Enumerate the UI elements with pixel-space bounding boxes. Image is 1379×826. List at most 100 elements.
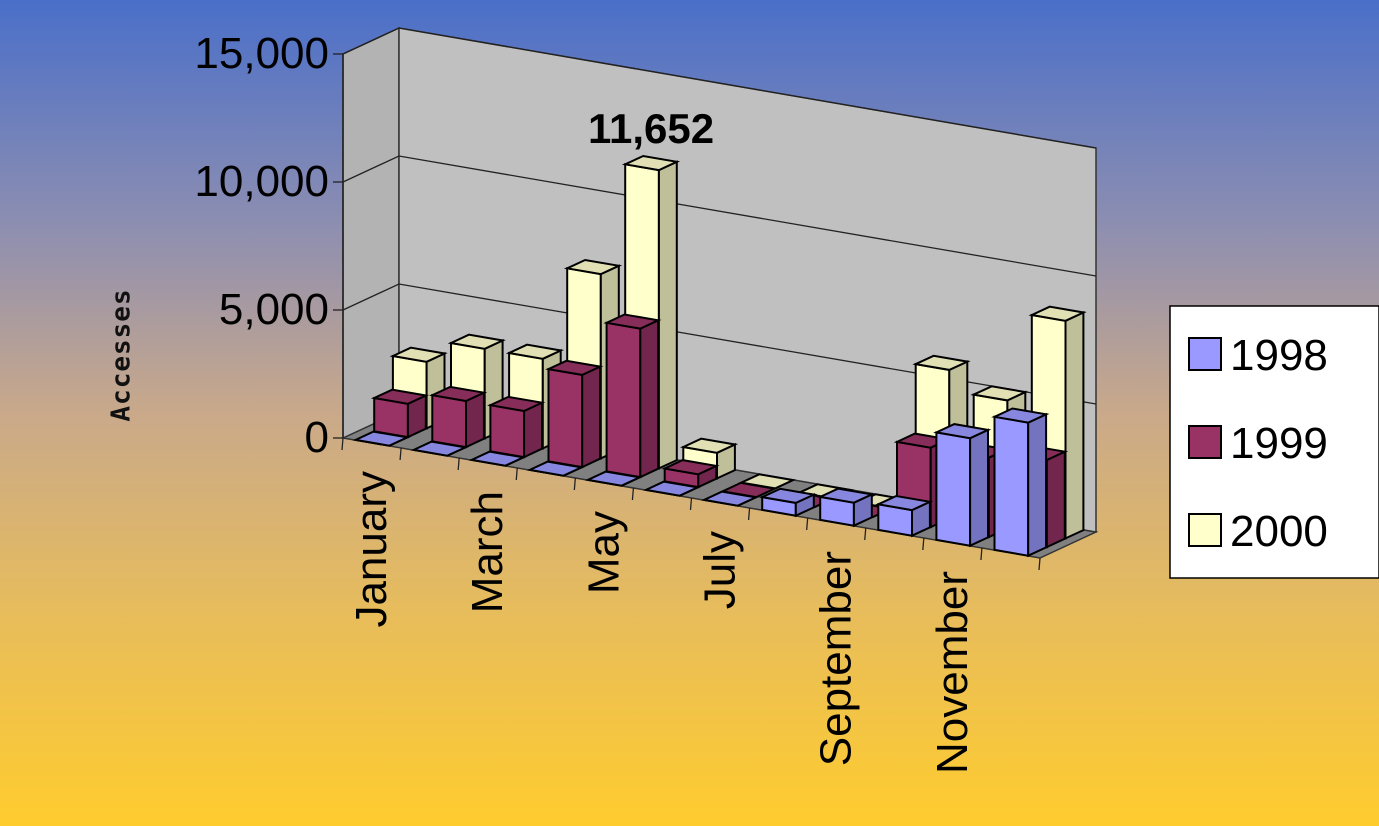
bar-top [468,450,527,467]
bar [642,480,701,497]
bar-top [487,395,546,413]
bar-top [758,487,818,504]
bar-top [621,154,681,172]
bar [991,407,1050,558]
legend: 1998 1999 2000 [1169,305,1379,579]
bar-front [547,367,584,469]
gridlines [342,27,1097,405]
bar [700,490,760,507]
bar-top [428,385,488,403]
bar-front [935,431,972,547]
bar-top [447,333,506,350]
x-tick [980,547,983,561]
y-axis-label: Accesses [107,288,137,421]
bar-top [700,490,760,507]
bar [816,487,876,528]
x-tick [747,507,751,521]
bar-top [679,437,739,454]
x-tick-label: March [463,491,512,613]
x-tick [515,467,518,481]
x-tick-label: November [928,571,977,774]
bar-side [581,365,602,469]
legend-swatch [1188,425,1222,459]
x-tick [689,497,693,511]
bar [603,313,662,479]
bar-top [352,430,411,447]
x-tick [806,517,809,531]
bar-side [1045,450,1066,549]
bar-top [410,440,469,457]
bar-top [603,313,662,330]
bar-front [993,415,1030,557]
chart-side-wall [342,26,400,440]
bar-top [874,494,934,512]
bar-top [545,359,604,376]
data-labels: 11,652 [588,105,714,152]
bar-top [1028,305,1087,322]
x-tick-label: May [579,511,628,594]
bar-top [370,388,430,405]
gridline [342,155,1097,277]
x-tick [1038,557,1041,571]
bar-side [523,401,543,459]
bars [352,154,1087,558]
bar-front [431,394,467,449]
bar-top [661,459,720,476]
bar-side [969,428,989,548]
bar [758,487,818,518]
bar [428,385,488,449]
x-tick [341,437,344,451]
x-tick-label: January [347,471,396,628]
legend-label: 1999 [1230,419,1328,468]
bar [468,450,527,467]
bar-top [816,487,876,504]
gridline [342,27,1097,149]
bar [874,494,934,538]
legend-label: 1998 [1230,331,1328,380]
bar-side [1027,412,1048,558]
x-tick-label: July [696,531,745,609]
bar-side [465,391,485,449]
y-tick-label: 0 [305,413,329,462]
bar-top [526,460,585,477]
bar-front [489,404,526,459]
bar-top [970,385,1029,402]
bar-top [912,354,971,371]
y-axis: 0 5,000 10,000 15,000 [194,29,344,462]
bar-side [1064,310,1085,540]
bar [526,460,585,477]
x-tick [573,477,576,491]
bar-top [933,423,992,440]
legend-swatch [1188,513,1222,547]
y-tick-label: 10,000 [194,157,329,206]
data-label: 11,652 [588,105,714,152]
bar-top [505,343,565,360]
bar-top [389,346,448,363]
y-tick-label: 5,000 [219,285,329,334]
gridline [342,283,1097,405]
bar-side [657,160,678,470]
bar-top [642,480,701,497]
x-tick [457,457,460,471]
bar [545,359,604,469]
bar [933,423,992,548]
legend-swatch [1188,337,1222,371]
bar [487,395,546,459]
bar-top [584,470,643,487]
x-tick [631,487,635,501]
x-tick [864,527,867,541]
y-tick-label: 15,000 [194,29,329,78]
bar-top [563,258,623,276]
legend-label: 2000 [1230,507,1328,556]
bar [352,430,411,447]
bar [410,440,469,457]
x-tick [922,537,925,551]
bar [584,470,643,487]
x-tick-label: September [812,551,861,766]
x-tick [399,447,402,461]
bar-side [639,318,660,479]
bar-front [605,321,642,479]
x-axis: January March May July September November [341,437,1041,774]
bar-top [991,407,1050,424]
